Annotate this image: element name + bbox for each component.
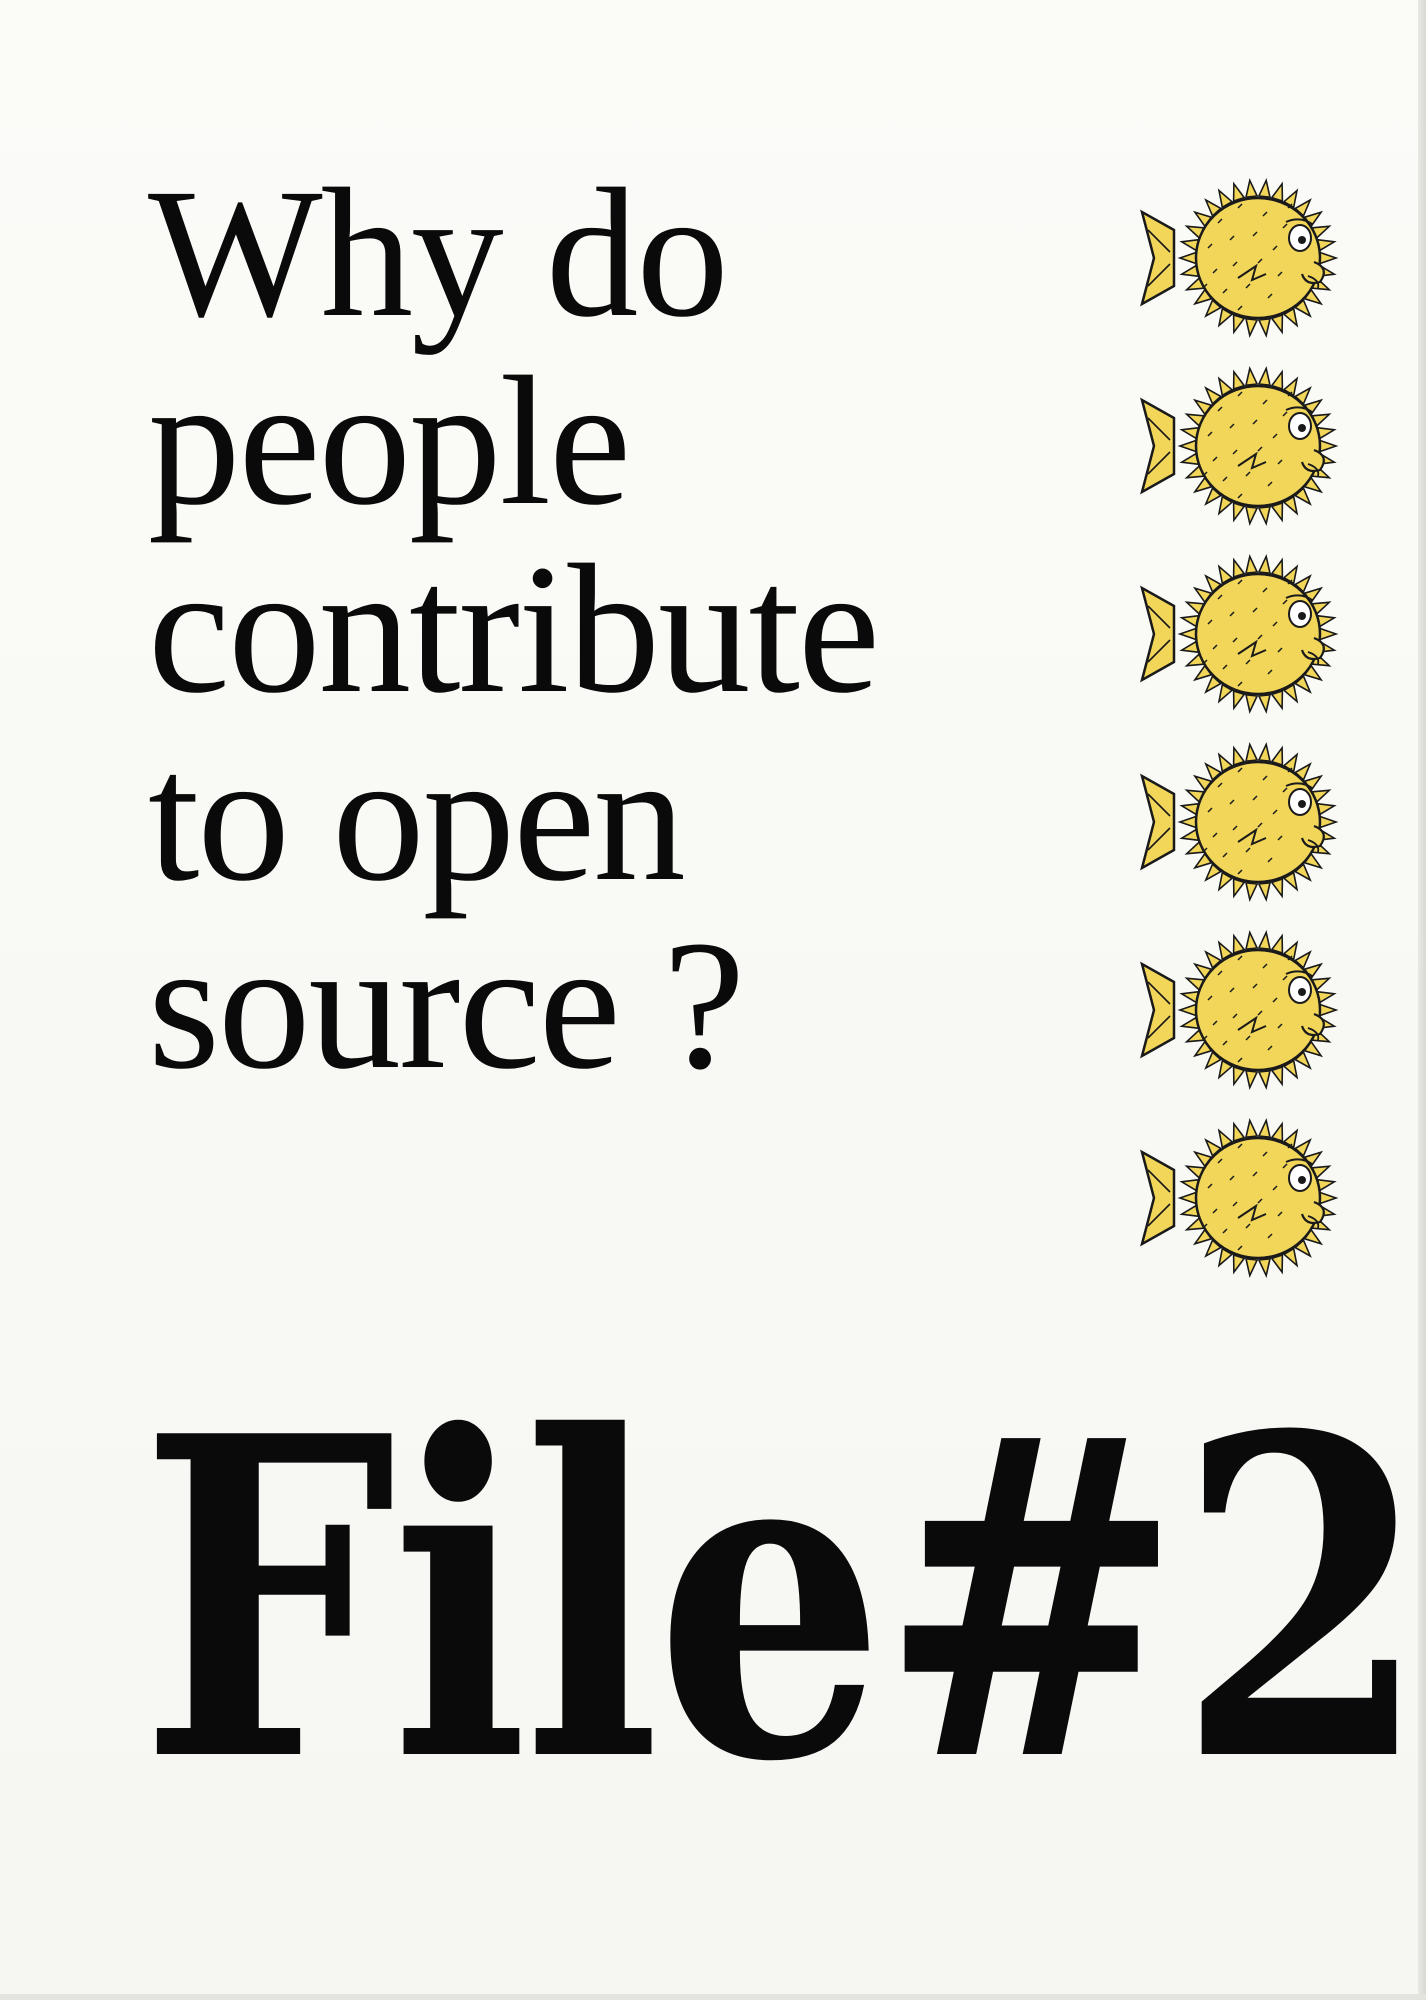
paper-edge-right (1418, 0, 1426, 2000)
headline-line: Why do (148, 151, 729, 356)
paper-edge-bottom (0, 1994, 1426, 2000)
pufferfish-icon (1140, 1108, 1370, 1288)
issue-title: File#2 (140, 1341, 1426, 1858)
headline-line: people (148, 339, 631, 544)
pufferfish-column (1140, 168, 1370, 1348)
pufferfish-icon (1140, 544, 1370, 724)
pufferfish-icon (1140, 920, 1370, 1100)
pufferfish-icon (1140, 168, 1370, 348)
cover-headline: Why do people contribute to open source … (148, 160, 1108, 1100)
headline-line: contribute (148, 527, 880, 732)
pufferfish-icon (1140, 732, 1370, 912)
headline-line: source ? (148, 903, 745, 1108)
headline-line: to open (148, 715, 686, 920)
pufferfish-icon (1140, 356, 1370, 536)
